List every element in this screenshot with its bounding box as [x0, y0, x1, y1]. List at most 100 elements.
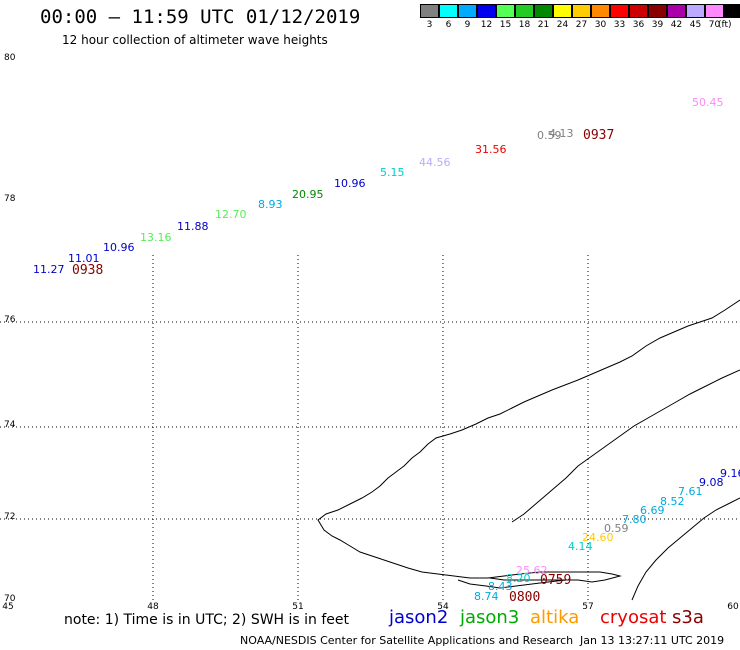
- satellite-altika: altika: [530, 607, 580, 628]
- scale-swatch-color: [704, 4, 724, 18]
- scale-swatch: 45: [685, 4, 705, 30]
- scale-swatch: 3: [419, 4, 439, 30]
- wave-height-label: 11.27: [33, 263, 65, 276]
- scale-swatch: [723, 4, 740, 30]
- pass-time-label: 0759: [540, 573, 571, 588]
- scale-swatch-label: 18: [518, 20, 531, 30]
- satellite-cryosat: cryosat: [600, 607, 667, 628]
- lat-tick-label: 72: [4, 512, 15, 522]
- scale-swatch-color: [476, 4, 496, 18]
- scale-swatch-color: [723, 4, 740, 18]
- scale-swatch: 9: [457, 4, 477, 30]
- wave-height-label: 25.62: [516, 564, 548, 577]
- scale-swatch-color: [666, 4, 686, 18]
- color-scale: 3 6 9 12 15 18 21 24 27 30 33 36 39 42 45 70: [419, 4, 740, 30]
- coastline: [457, 579, 567, 589]
- page-title: 00:00 – 11:59 UTC 01/12/2019: [40, 6, 361, 28]
- scale-swatch-label: 36: [632, 20, 645, 30]
- scale-swatch: 24: [552, 4, 572, 30]
- lat-tick-label: 76: [4, 315, 16, 325]
- lon-tick-label: 45: [2, 602, 13, 612]
- lon-tick-label: 51: [292, 602, 303, 612]
- lat-tick-label: 80: [4, 53, 16, 63]
- wave-height-label: 8.74: [474, 590, 499, 603]
- scale-swatch-color: [571, 4, 591, 18]
- scale-swatch: 15: [495, 4, 515, 30]
- wave-height-label: 7.61: [678, 485, 703, 498]
- wave-height-label: 9.08: [699, 476, 724, 489]
- pass-time-label: 0937: [583, 128, 614, 143]
- scale-swatch: 36: [628, 4, 648, 30]
- coastline: [511, 369, 740, 523]
- scale-swatch-label: 70: [708, 20, 721, 30]
- scale-swatch: 42: [666, 4, 686, 30]
- pass-time-label: 0800: [509, 590, 540, 605]
- scale-swatch-color: [438, 4, 458, 18]
- scale-swatch: 30: [590, 4, 610, 30]
- scale-swatch-color: [647, 4, 667, 18]
- lat-tick-label: 78: [4, 194, 16, 204]
- scale-swatch: 33: [609, 4, 629, 30]
- scale-swatch-label: 15: [499, 20, 512, 30]
- wave-height-label: 20.95: [292, 188, 324, 201]
- scale-swatch-label: 45: [689, 20, 702, 30]
- wave-height-label: 44.56: [419, 156, 451, 169]
- scale-swatch-color: [495, 4, 515, 18]
- scale-swatch-label: 9: [464, 20, 471, 30]
- wave-height-label: 8.43: [488, 580, 513, 593]
- scale-swatch: 6: [438, 4, 458, 30]
- wave-height-label: 13.16: [140, 231, 172, 244]
- wave-height-label: 8.93: [258, 198, 283, 211]
- satellite-jason3: jason3: [460, 607, 520, 628]
- wave-height-label: 10.96: [103, 241, 135, 254]
- coastline: [317, 299, 740, 583]
- wave-height-label: 31.56: [475, 143, 507, 156]
- wave-height-label: 4.13: [549, 127, 574, 140]
- scale-swatch-label: 30: [594, 20, 607, 30]
- lon-tick-label: 60: [727, 602, 739, 612]
- scale-swatch: 39: [647, 4, 667, 30]
- lat-tick-label: 74: [4, 420, 16, 430]
- wave-height-label: 10.96: [334, 177, 366, 190]
- scale-swatch: 12: [476, 4, 496, 30]
- scale-swatch-label: 24: [556, 20, 569, 30]
- lon-tick-label: 54: [437, 602, 449, 612]
- scale-swatch-label: 21: [537, 20, 550, 30]
- footer-note: note: 1) Time is in UTC; 2) SWH is in fe…: [64, 612, 350, 628]
- scale-swatch-label: 3: [426, 20, 433, 30]
- scale-swatch-label: 33: [613, 20, 626, 30]
- lon-tick-label: 48: [147, 602, 159, 612]
- page-subtitle: 12 hour collection of altimeter wave hei…: [62, 33, 328, 47]
- coastline: [631, 497, 740, 601]
- scale-swatch-color: [533, 4, 553, 18]
- wave-height-label: 11.88: [177, 220, 209, 233]
- scale-swatch-color: [457, 4, 477, 18]
- scale-swatch: 27: [571, 4, 591, 30]
- wave-height-label: 0.59: [604, 522, 629, 535]
- satellite-jason2: jason2: [389, 607, 449, 628]
- scale-swatch-label: 39: [651, 20, 664, 30]
- scale-swatch-label: 27: [575, 20, 588, 30]
- wave-height-label: 5.15: [380, 166, 405, 179]
- wave-height-label: 8.20: [506, 572, 531, 585]
- wave-height-label: 8.52: [660, 495, 685, 508]
- scale-swatch: 70: [704, 4, 724, 30]
- scale-swatch-color: [514, 4, 534, 18]
- pass-time-label: 0938: [72, 263, 103, 278]
- wave-height-label: 11.01: [68, 252, 100, 265]
- scale-swatch-color: [685, 4, 705, 18]
- satellite-s3a: s3a: [672, 607, 704, 628]
- wave-height-label: 4.14: [568, 540, 593, 553]
- wave-height-label: 9.16: [720, 467, 740, 480]
- scale-swatch: 21: [533, 4, 553, 30]
- lon-tick-label: 57: [582, 602, 593, 612]
- scale-swatch-label: 12: [480, 20, 493, 30]
- lat-tick-label: 70: [4, 594, 16, 604]
- scale-swatch-color: [628, 4, 648, 18]
- scale-swatch-color: [419, 4, 439, 18]
- scale-swatch-label: 6: [445, 20, 452, 30]
- generation-timestamp: Jan 13 13:27:11 UTC 2019: [580, 634, 725, 647]
- scale-unit: (ft): [718, 20, 732, 30]
- wave-height-label: 6.69: [640, 504, 665, 517]
